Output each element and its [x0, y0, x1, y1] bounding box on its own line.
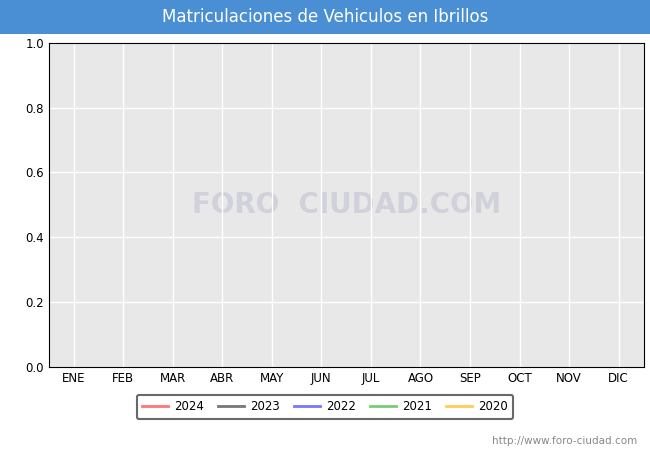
Legend: 2024, 2023, 2022, 2021, 2020: 2024, 2023, 2022, 2021, 2020: [136, 395, 514, 419]
Text: http://www.foro-ciudad.com: http://www.foro-ciudad.com: [492, 436, 637, 446]
Text: Matriculaciones de Vehiculos en Ibrillos: Matriculaciones de Vehiculos en Ibrillos: [162, 8, 488, 26]
Text: FORO  CIUDAD.COM: FORO CIUDAD.COM: [192, 191, 500, 219]
